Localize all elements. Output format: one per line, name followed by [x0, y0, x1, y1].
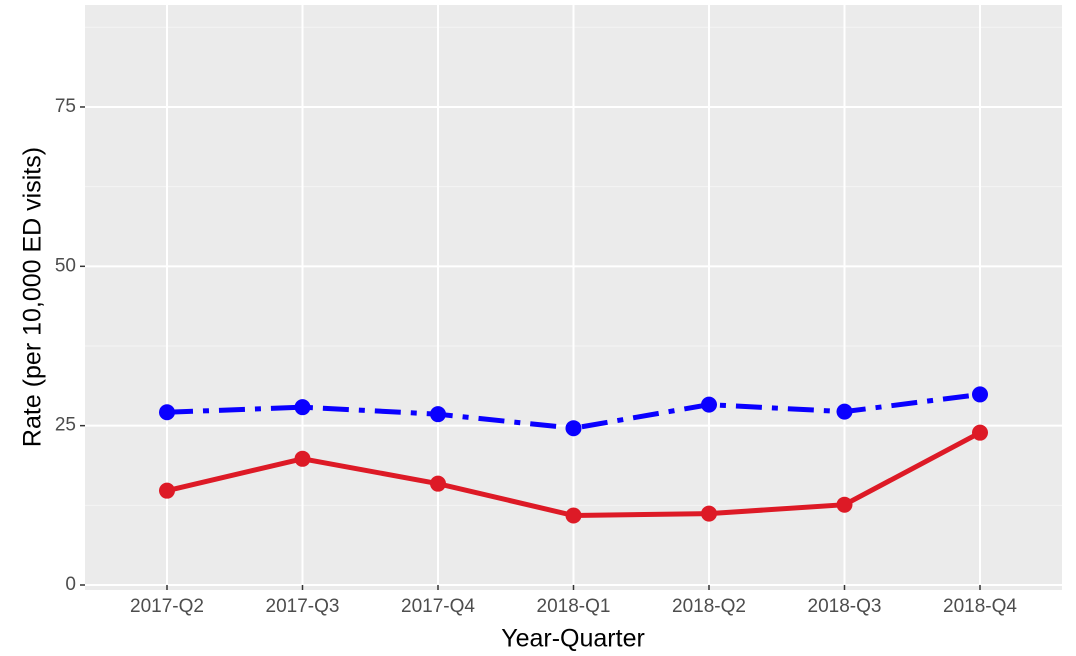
x-tick-label: 2017-Q2: [130, 596, 204, 617]
data-point: [430, 475, 446, 492]
data-point: [159, 482, 175, 499]
data-point: [972, 424, 988, 441]
y-tick-label: 0: [65, 574, 76, 595]
data-point: [836, 403, 853, 420]
data-point: [972, 386, 988, 403]
x-tick-label: 2018-Q4: [943, 596, 1017, 617]
y-tick-label: 50: [55, 255, 76, 276]
x-tick-label: 2018-Q1: [537, 596, 611, 617]
data-point: [430, 406, 446, 423]
y-tick-label: 25: [55, 415, 76, 436]
x-axis-label: Year-Quarter: [501, 625, 645, 653]
data-point: [565, 507, 582, 524]
data-point: [701, 505, 717, 522]
data-point: [159, 404, 175, 421]
data-point: [565, 420, 582, 437]
y-axis-label: Rate (per 10,000 ED visits): [19, 147, 47, 447]
data-point: [294, 399, 311, 416]
x-tick-label: 2018-Q3: [808, 596, 882, 617]
x-tick-label: 2017-Q3: [266, 596, 340, 617]
data-point: [836, 496, 853, 513]
data-point: [294, 450, 311, 467]
data-point: [701, 396, 717, 413]
x-tick-label: 2017-Q4: [401, 596, 475, 617]
x-tick-label: 2018-Q2: [672, 596, 746, 617]
y-tick-label: 75: [55, 96, 76, 117]
